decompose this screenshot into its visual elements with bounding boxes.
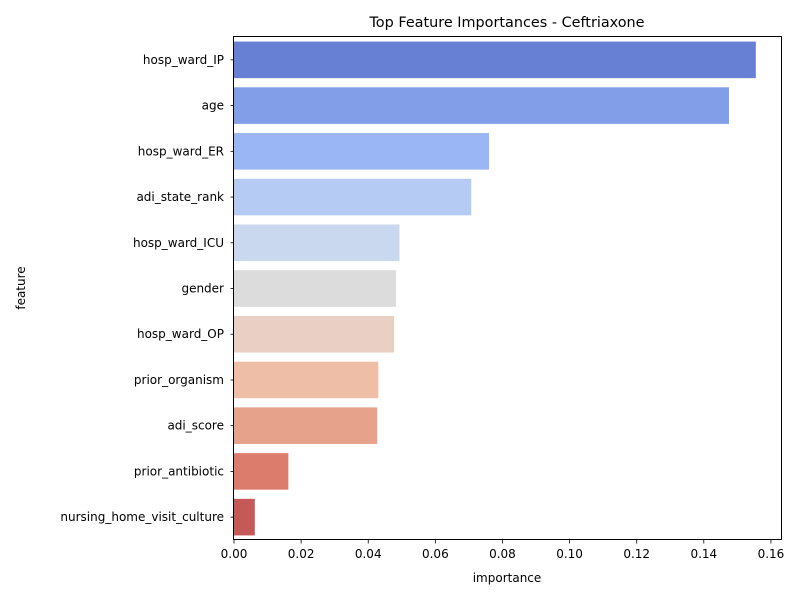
y-tick-label: hosp_ward_ICU [133,236,224,250]
bar-prior_organism [234,361,379,399]
bar-hosp_ward_ICU [234,224,400,262]
bar-adi_state_rank [234,178,472,216]
y-tick-label: age [202,99,224,113]
y-tick-label: hosp_ward_IP [143,53,224,67]
bar-nursing_home_visit_culture [234,498,255,536]
bar-prior_antibiotic [234,453,289,490]
bar-hosp_ward_IP [234,41,756,79]
y-tick-label: adi_score [167,419,224,433]
bar-hosp_ward_OP [234,315,395,353]
bar-age [234,87,729,124]
x-tick-label: 0.10 [556,547,583,561]
x-axis-title: importance [473,571,542,585]
bar-gender [234,270,397,307]
bar-adi_score [234,407,378,444]
x-tick-label: 0.06 [422,547,449,561]
x-tick-label: 0.08 [489,547,516,561]
y-tick-label: prior_organism [134,373,224,387]
y-tick-label: nursing_home_visit_culture [60,510,224,524]
bars-group [234,41,756,536]
x-tick-label: 0.14 [690,547,717,561]
x-tick-label: 0.12 [623,547,650,561]
y-tick-label: hosp_ward_ER [138,144,224,158]
y-tick-label: hosp_ward_OP [137,327,224,341]
x-tick-label: 0.02 [288,547,315,561]
x-tick-label: 0.04 [355,547,382,561]
y-axis-title: feature [14,266,28,309]
y-tick-label: adi_state_rank [136,190,224,204]
x-ticks-group: 0.00 0.02 0.04 0.06 0.08 0.10 0.12 0.14 0.16 [221,540,785,561]
chart-title: Top Feature Importances - Ceftriaxone [368,15,644,31]
plot-frame [233,36,782,540]
x-tick-label: 0.16 [758,547,785,561]
y-tick-label: gender [181,282,224,296]
bar-hosp_ward_ER [234,133,490,170]
x-tick-label: 0.00 [221,547,248,561]
y-tick-label: prior_antibiotic [134,464,224,478]
